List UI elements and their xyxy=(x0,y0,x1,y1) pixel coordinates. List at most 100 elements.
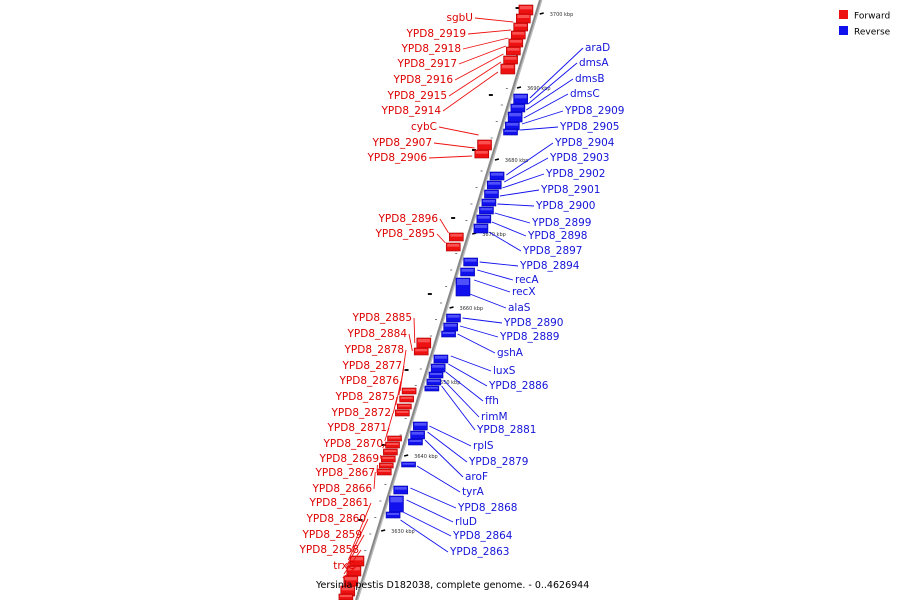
reverse-gene-label[interactable]: YPD8_2904 xyxy=(554,137,615,149)
forward-gene-leader xyxy=(392,396,398,414)
forward-gene-label[interactable]: YPD8_2906 xyxy=(367,152,428,164)
reverse-gene-label[interactable]: YPD8_2863 xyxy=(449,546,509,558)
forward-gene-highlight xyxy=(519,6,532,10)
forward-gene-feature[interactable] xyxy=(445,242,461,252)
reverse-gene-label[interactable]: YPD8_2879 xyxy=(468,456,528,468)
reverse-gene-label[interactable]: rplS xyxy=(473,440,494,452)
forward-gene-label[interactable]: YPD8_2877 xyxy=(342,360,402,372)
forward-gene-label[interactable]: YPD8_2870 xyxy=(323,438,383,450)
reverse-gene-label[interactable]: tyrA xyxy=(462,486,485,498)
reverse-gene-label[interactable]: YPD8_2902 xyxy=(545,168,605,180)
forward-gene-highlight xyxy=(384,450,397,452)
reverse-gene-label[interactable]: YPD8_2898 xyxy=(527,230,587,242)
forward-gene-label[interactable]: YPD8_2914 xyxy=(381,105,442,117)
forward-gene-label[interactable]: YPD8_2876 xyxy=(339,375,400,387)
forward-gene-label[interactable]: YPD8_2917 xyxy=(397,58,457,70)
reverse-gene-label[interactable]: YPD8_2899 xyxy=(531,217,591,229)
reverse-gene-feature[interactable] xyxy=(486,180,502,190)
reverse-gene-label[interactable]: YPD8_2890 xyxy=(503,317,563,329)
reverse-gene-label[interactable]: YPD8_2897 xyxy=(522,245,582,257)
reverse-gene-label[interactable]: rluD xyxy=(455,516,477,528)
forward-gene-leader xyxy=(346,534,365,567)
forward-gene-label[interactable]: YPD8_2885 xyxy=(352,312,412,324)
reverse-gene-label[interactable]: recX xyxy=(512,286,536,298)
reverse-gene-leader xyxy=(491,221,527,237)
reverse-gene-feature[interactable] xyxy=(460,267,475,277)
reverse-gene-label[interactable]: gshA xyxy=(497,347,524,359)
reverse-gene-feature[interactable] xyxy=(476,214,492,224)
reverse-gene-feature[interactable] xyxy=(489,171,505,181)
forward-gene-label[interactable]: YPD8_2858 xyxy=(299,544,359,556)
reverse-gene-label[interactable]: YPD8_2889 xyxy=(499,331,559,343)
reverse-gene-highlight xyxy=(509,113,522,117)
reverse-gene-feature[interactable] xyxy=(481,198,497,207)
forward-gene-label[interactable]: trxC xyxy=(333,560,355,572)
forward-gene-label[interactable]: YPD8_2872 xyxy=(331,407,391,419)
reverse-gene-label[interactable]: dmsA xyxy=(579,57,609,69)
reverse-gene-leader xyxy=(526,78,574,111)
reverse-gene-feature[interactable] xyxy=(484,189,499,199)
forward-gene-feature[interactable] xyxy=(474,149,490,159)
reverse-gene-label[interactable]: ffh xyxy=(485,395,499,407)
reverse-gene-label[interactable]: dmsC xyxy=(570,88,600,100)
forward-gene-label[interactable]: cybC xyxy=(411,121,437,133)
forward-gene-label[interactable]: YPD8_2919 xyxy=(406,28,466,40)
forward-gene-label[interactable]: YPD8_2861 xyxy=(309,497,369,509)
reverse-gene-label[interactable]: YPD8_2868 xyxy=(457,502,517,514)
forward-gene-leader xyxy=(467,29,511,35)
reverse-gene-label[interactable]: recA xyxy=(515,274,539,286)
reverse-gene-label[interactable]: aroF xyxy=(465,471,488,483)
forward-gene-label[interactable]: YPD8_2896 xyxy=(378,213,439,225)
forward-gene-label[interactable]: YPD8_2884 xyxy=(347,328,408,340)
reverse-gene-label[interactable]: YPD8_2905 xyxy=(559,121,619,133)
forward-gene-label[interactable]: YPD8_2915 xyxy=(387,90,447,102)
forward-gene-label[interactable]: YPD8_2895 xyxy=(375,228,435,240)
forward-gene-label[interactable]: YPD8_2866 xyxy=(312,483,373,495)
forward-gene-feature[interactable] xyxy=(506,46,521,56)
reverse-gene-label[interactable]: YPD8_2864 xyxy=(452,530,513,542)
forward-gene-leader xyxy=(343,549,362,575)
forward-gene-label[interactable]: YPD8_2878 xyxy=(344,344,404,356)
reverse-gene-label[interactable]: YPD8_2909 xyxy=(564,105,624,117)
forward-gene-label[interactable]: YPD8_2871 xyxy=(327,422,387,434)
backbone-shadow xyxy=(356,0,543,600)
reverse-gene-feature[interactable] xyxy=(446,313,461,323)
reverse-gene-feature[interactable] xyxy=(433,354,449,364)
reverse-gene-label[interactable]: luxS xyxy=(493,365,516,377)
forward-gene-leader xyxy=(382,443,386,449)
reverse-gene-leader xyxy=(462,317,503,324)
forward-gene-highlight xyxy=(478,141,491,145)
forward-gene-label[interactable]: YPD8_2860 xyxy=(306,513,366,525)
reverse-gene-label[interactable]: YPD8_2901 xyxy=(540,184,600,196)
reverse-gene-label[interactable]: dmsB xyxy=(575,73,605,85)
forward-gene-label[interactable]: YPD8_2867 xyxy=(315,467,375,479)
reverse-gene-feature[interactable] xyxy=(393,485,409,495)
forward-gene-feature[interactable] xyxy=(413,347,429,356)
reverse-gene-feature[interactable] xyxy=(479,206,494,215)
reverse-gene-feature[interactable] xyxy=(463,257,478,267)
forward-gene-feature[interactable] xyxy=(500,63,516,75)
forward-gene-label[interactable]: YPD8_2918 xyxy=(401,43,461,55)
forward-gene-label[interactable]: YPD8_2907 xyxy=(372,137,432,149)
forward-gene-label[interactable]: YPD8_2875 xyxy=(335,391,395,403)
reverse-gene-label[interactable]: YPD8_2881 xyxy=(476,424,536,436)
forward-gene-label[interactable]: YPD8_2859 xyxy=(302,529,362,541)
forward-gene-highlight xyxy=(398,405,411,407)
forward-gene-label[interactable]: YPD8_2869 xyxy=(319,453,379,465)
reverse-gene-highlight xyxy=(390,497,403,503)
reverse-gene-label[interactable]: araD xyxy=(585,42,610,54)
forward-gene-label[interactable]: sgbU xyxy=(447,12,474,24)
reverse-gene-feature[interactable] xyxy=(473,223,489,234)
forward-gene-label[interactable]: YPD8_2916 xyxy=(393,74,454,86)
reverse-gene-label[interactable]: alaS xyxy=(508,302,531,314)
reverse-gene-feature[interactable] xyxy=(413,421,428,431)
reverse-gene-highlight xyxy=(402,463,415,465)
reverse-gene-label[interactable]: YPD8_2894 xyxy=(519,260,580,272)
reverse-gene-label[interactable]: YPD8_2886 xyxy=(488,380,549,392)
reverse-gene-highlight xyxy=(506,123,519,126)
forward-gene-feature[interactable] xyxy=(449,232,464,242)
reverse-gene-label[interactable]: rimM xyxy=(481,411,508,423)
reverse-gene-label[interactable]: YPD8_2903 xyxy=(549,152,609,164)
forward-gene-highlight xyxy=(512,32,525,35)
reverse-gene-label[interactable]: YPD8_2900 xyxy=(535,200,595,212)
